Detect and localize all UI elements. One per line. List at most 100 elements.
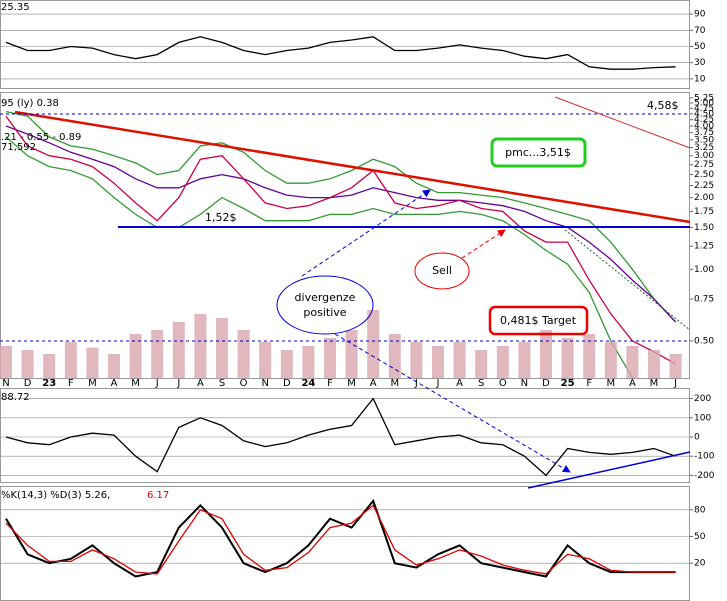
y-tick-label: 1.25 bbox=[694, 242, 714, 252]
series-group bbox=[5, 498, 676, 578]
y-tick-label: 4.00 bbox=[694, 122, 714, 132]
series-line bbox=[5, 504, 676, 575]
y-tick-label: 50 bbox=[694, 42, 706, 52]
y-tick-label: 2.25 bbox=[694, 181, 714, 191]
x-tick-label: N bbox=[2, 378, 9, 389]
volume-bar bbox=[345, 330, 358, 378]
y-tick-label: 4.75 bbox=[694, 104, 714, 114]
series-line bbox=[5, 110, 677, 323]
series-line bbox=[5, 36, 676, 70]
volume-bar bbox=[367, 310, 380, 378]
y-tick-label: 2.75 bbox=[694, 160, 714, 170]
x-tick-label: M bbox=[347, 378, 356, 389]
price-sublabel: 71,592 bbox=[1, 142, 36, 153]
x-tick-label: J bbox=[155, 378, 159, 389]
y-tick-label: 3.00 bbox=[694, 151, 714, 161]
y-tick-label: 0.50 bbox=[694, 336, 714, 346]
y-tick-label: 30 bbox=[694, 58, 706, 68]
x-tick-label: A bbox=[197, 378, 204, 389]
annotation: 1,52$ bbox=[205, 211, 237, 224]
x-tick-label: A bbox=[111, 378, 118, 389]
x-tick-label: D bbox=[24, 378, 32, 389]
series-group bbox=[5, 36, 676, 70]
annotation: positive bbox=[303, 306, 346, 319]
volume-bar bbox=[496, 346, 509, 378]
volume-bar bbox=[669, 354, 682, 378]
x-tick-label: D bbox=[542, 378, 550, 389]
series-group bbox=[5, 110, 677, 378]
volume-bar bbox=[432, 346, 444, 378]
y-tick-label: -100 bbox=[694, 452, 715, 462]
volume-bar bbox=[237, 330, 250, 378]
annotation: divergenze bbox=[295, 291, 356, 304]
volume-bar bbox=[280, 350, 293, 378]
stoch-label: 6.17 bbox=[147, 490, 169, 501]
y-tick-label: 80 bbox=[694, 505, 706, 515]
volume-bar bbox=[583, 334, 596, 378]
volume-bar bbox=[43, 354, 56, 378]
volume-bar bbox=[151, 330, 164, 378]
x-tick-label: M bbox=[131, 378, 140, 389]
x-tick-label: A bbox=[629, 378, 636, 389]
x-tick-label: M bbox=[88, 378, 97, 389]
volume-bar bbox=[324, 338, 336, 378]
volume-bar bbox=[453, 342, 466, 378]
x-tick-label: M bbox=[606, 378, 615, 389]
stoch-label: %K(14,3) %D(3) 5.26, bbox=[1, 490, 110, 501]
x-tick-label: A bbox=[456, 378, 463, 389]
series-line bbox=[5, 498, 676, 578]
x-tick-label: J bbox=[673, 378, 677, 389]
y-tick-label: 10 bbox=[694, 74, 706, 84]
volume-bar bbox=[64, 342, 77, 378]
volume-bar bbox=[194, 314, 207, 378]
y-tick-label: 5.25 bbox=[694, 93, 714, 103]
y-tick-label: 2.00 bbox=[694, 193, 714, 203]
x-tick-label: J bbox=[176, 378, 180, 389]
y-tick-label: 1.50 bbox=[694, 223, 714, 233]
y-tick-label: 90 bbox=[694, 10, 706, 20]
x-tick-label: M bbox=[650, 378, 659, 389]
annotation-shapes bbox=[0, 96, 691, 489]
price-label: 95 (ly) 0.38 bbox=[1, 98, 59, 109]
y-tick-label: 5.00 bbox=[694, 98, 714, 108]
y-tick-label: 1.00 bbox=[694, 265, 714, 275]
series-line bbox=[5, 136, 634, 378]
cci-label: 88.72 bbox=[1, 392, 30, 403]
volume-bar bbox=[108, 354, 120, 378]
y-tick-label: 200 bbox=[694, 394, 711, 404]
rsi-label: 25.35 bbox=[1, 2, 30, 13]
volume-bar bbox=[518, 342, 531, 378]
x-tick-label: F bbox=[327, 378, 333, 389]
y-tick-label: 3.25 bbox=[694, 143, 714, 153]
volume-bar bbox=[172, 322, 185, 378]
x-tick-label: 25 bbox=[561, 378, 575, 389]
volume-bar bbox=[540, 330, 552, 378]
y-tick-label: 20 bbox=[694, 559, 706, 569]
x-tick-label: O bbox=[240, 378, 248, 389]
annotation: 0,481$ Target bbox=[500, 314, 577, 327]
x-tick-label: J bbox=[436, 378, 440, 389]
x-tick-label: F bbox=[586, 378, 592, 389]
y-tick-label: -200 bbox=[694, 471, 715, 481]
volume-bar bbox=[410, 342, 423, 378]
volume-bar bbox=[216, 318, 228, 378]
y-tick-label: 100 bbox=[694, 413, 711, 423]
x-tick-label: D bbox=[283, 378, 291, 389]
x-tick-label: M bbox=[390, 378, 399, 389]
y-tick-label: 1.75 bbox=[694, 207, 714, 217]
series-group bbox=[5, 397, 676, 477]
x-tick-label: J bbox=[414, 378, 418, 389]
volume-bar bbox=[648, 350, 660, 378]
plot-layer bbox=[0, 13, 693, 578]
y-tick-label: 4.50 bbox=[694, 109, 714, 119]
x-tick-label: S bbox=[219, 378, 225, 389]
volume-bar bbox=[129, 334, 142, 378]
volume-bar bbox=[0, 346, 12, 378]
volume-bar bbox=[302, 346, 315, 378]
x-tick-label: S bbox=[478, 378, 484, 389]
x-tick-label: 24 bbox=[301, 378, 315, 389]
annotation: pmc...3,51$ bbox=[505, 146, 571, 159]
x-tick-label: 23 bbox=[42, 378, 56, 389]
y-tick-label: 3.50 bbox=[694, 135, 714, 145]
